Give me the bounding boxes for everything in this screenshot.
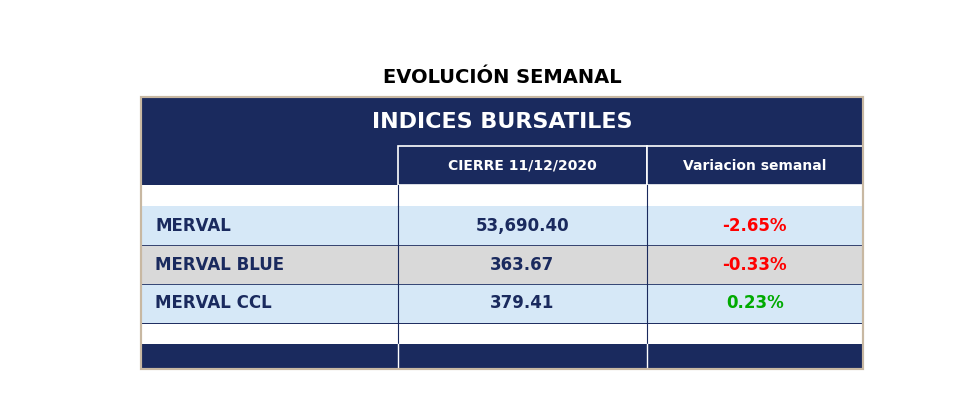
Text: EVOLUCIÓN SEMANAL: EVOLUCIÓN SEMANAL [383,68,621,87]
Bar [141,245,863,284]
Text: 363.67: 363.67 [490,255,555,274]
Text: INDICES BURSATILES: INDICES BURSATILES [372,112,632,132]
Bar [141,97,863,369]
Bar [141,344,863,369]
Text: 379.41: 379.41 [490,294,555,313]
Text: MERVAL: MERVAL [155,217,231,235]
Bar [398,146,647,185]
Bar [141,284,863,323]
Bar [141,323,863,344]
Text: 0.23%: 0.23% [726,294,784,313]
Bar [141,146,863,185]
Text: -0.33%: -0.33% [722,255,787,274]
Text: MERVAL BLUE: MERVAL BLUE [155,255,284,274]
Text: CIERRE 11/12/2020: CIERRE 11/12/2020 [448,159,597,173]
Bar [141,97,863,146]
Text: MERVAL CCL: MERVAL CCL [155,294,271,313]
Text: -2.65%: -2.65% [722,217,787,235]
Text: Variacion semanal: Variacion semanal [683,159,826,173]
Bar [141,185,863,206]
Text: 53,690.40: 53,690.40 [475,217,569,235]
Bar [141,97,863,369]
Bar [647,146,863,185]
Bar [141,206,863,245]
